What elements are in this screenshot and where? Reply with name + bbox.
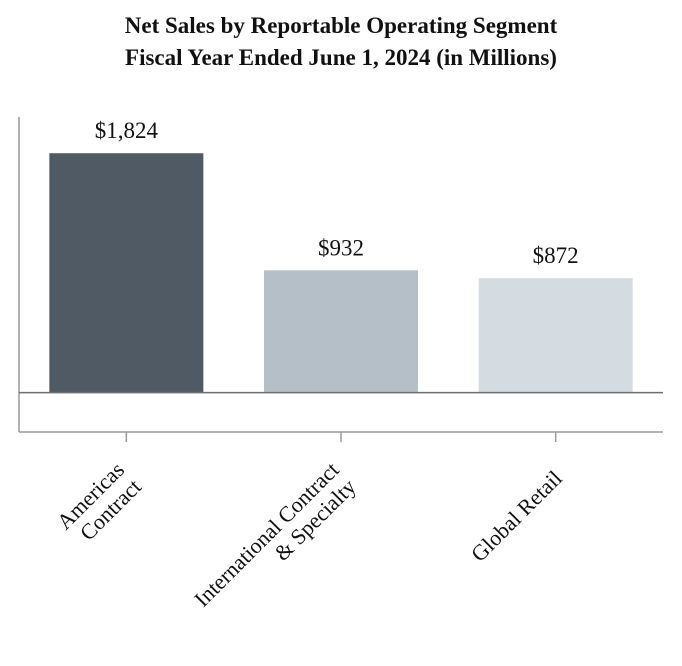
chart-title: Net Sales by Reportable Operating Segmen… [124,13,558,38]
x-tick-label-group: International Contract& Specialty [189,457,361,612]
chart-title-block: Net Sales by Reportable Operating Segmen… [0,10,682,74]
x-tick-label-group: Global Retail [466,466,567,567]
chart-subtitle: Fiscal Year Ended June 1, 2024 (in Milli… [125,45,557,70]
x-tick-label: International Contract [189,457,344,612]
bar [478,278,633,393]
x-tick-label: Global Retail [466,466,567,567]
bar [264,270,418,393]
data-label: $1,824 [95,118,159,143]
data-label: $872 [533,243,579,268]
data-label: $932 [318,235,364,260]
bar [49,153,204,393]
